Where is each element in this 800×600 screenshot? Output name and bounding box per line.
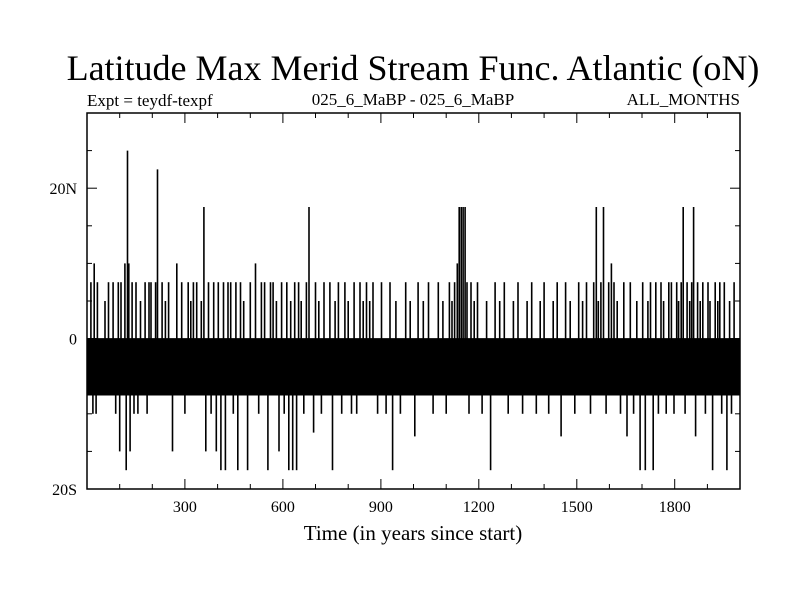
subtitle-period: 025_6_MaBP - 025_6_MaBP (312, 90, 514, 109)
y-tick-label-0: 0 (69, 332, 77, 349)
subtitle-months: ALL_MONTHS (627, 90, 740, 109)
chart-title: Latitude Max Merid Stream Func. Atlantic… (67, 48, 760, 88)
series-layer (87, 150, 741, 471)
x-tick-label-1500: 1500 (561, 499, 593, 516)
tick-label-layer: 300 600 900 1200 1500 1800 20S 0 20N (49, 181, 690, 516)
x-tick-label-600: 600 (271, 499, 295, 516)
x-tick-label-1800: 1800 (659, 499, 691, 516)
x-tick-label-1200: 1200 (463, 499, 495, 516)
subtitle-experiment: Expt = teydf-texpf (87, 91, 213, 110)
y-tick-label-20S: 20S (52, 482, 77, 499)
x-axis-label: Time (in years since start) (304, 521, 523, 545)
plot-area: 300 600 900 1200 1500 1800 20S 0 20N (49, 112, 741, 516)
x-tick-label-300: 300 (173, 499, 197, 516)
tick-layer (87, 113, 740, 489)
x-tick-label-900: 900 (369, 499, 393, 516)
series-band-0 (87, 338, 741, 396)
y-tick-label-20N: 20N (49, 181, 77, 198)
